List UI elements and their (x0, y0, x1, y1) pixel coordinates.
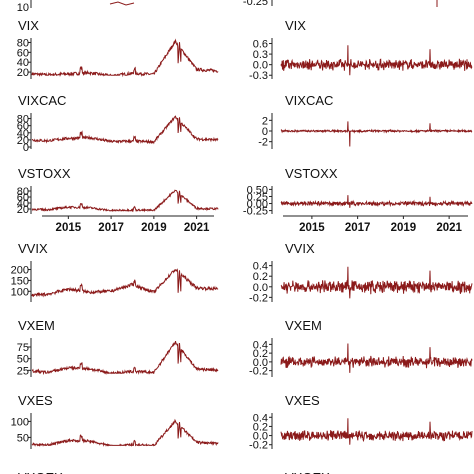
panel-change-vixcac: VIXCAC 20-2 (258, 93, 473, 149)
tick-label: 100 (11, 286, 29, 298)
x-tick-label: 2017 (98, 222, 124, 234)
tick-label: 60 (17, 121, 29, 133)
panel-title: VSTOXX (18, 166, 71, 181)
panel-title: VXEM (18, 318, 55, 333)
x-tick-label: 2021 (436, 222, 462, 234)
tick-label: 0.50 (247, 184, 268, 196)
panel-title: VSTOXX (285, 166, 338, 181)
series-line (280, 418, 473, 445)
tick-label: 0.2 (253, 348, 268, 360)
series-line (31, 418, 219, 447)
tick-label: 40 (17, 128, 29, 140)
panel-change-vix: VIX 0.60.30.0-0.3 (249, 18, 473, 82)
tick-label: 0.0 (253, 431, 268, 443)
tick-label: 40 (17, 198, 29, 210)
tick-label: 20 (17, 204, 29, 216)
tick-label: -0.25 (243, 206, 268, 218)
tick-label: 200 (11, 265, 29, 277)
series-line (280, 121, 473, 147)
tick-label: 80 (17, 114, 29, 126)
tick-label: 80 (17, 37, 29, 49)
tick-label: 0.2 (253, 271, 268, 283)
tick-label: 0.6 (253, 39, 268, 51)
series-line (280, 343, 473, 373)
tick-label: 0.0 (253, 282, 268, 294)
tick-label: 20 (17, 67, 29, 79)
x-tick-label: 2017 (345, 222, 371, 234)
panel-title: VIX (285, 18, 306, 33)
tick-label: 150 (11, 275, 29, 287)
series-line (31, 189, 219, 213)
tick-label: 75 (17, 342, 29, 354)
panel-title: VVIX (285, 241, 315, 256)
panel-title: VXOEX (18, 470, 63, 474)
tick-label: 40 (17, 57, 29, 69)
panel-title: VXES (18, 393, 53, 408)
tick-label: 0.3 (253, 49, 268, 61)
tick-label: 50 (17, 354, 29, 366)
x-tick-label: 2019 (391, 222, 417, 234)
panel-title: VIXCAC (18, 93, 66, 108)
series-line (31, 268, 219, 298)
tick-label: 60 (17, 47, 29, 59)
tick-label: 50 (17, 432, 29, 444)
tick-label: 0.00 (247, 199, 268, 211)
tick-label: 0.4 (253, 339, 268, 351)
tick-label: 0 (262, 126, 268, 138)
x-tick-label: 2021 (184, 222, 210, 234)
tick-label: 80 (17, 186, 29, 198)
panel-change-vxem: VXEM 0.40.20.0-0.2 (249, 318, 473, 378)
tick-label: 2 (262, 115, 268, 127)
x-tick-label: 2015 (56, 222, 82, 234)
panel-title: VIXCAC (285, 93, 333, 108)
x-tick-label: 2019 (141, 222, 167, 234)
tick-label: -0.2 (249, 440, 268, 452)
tick-label: 100 (11, 416, 29, 428)
tick-label: 0.4 (253, 412, 268, 424)
tick-label: 0.4 (253, 261, 268, 273)
series-line (32, 340, 219, 376)
panel-title: VXOEX (285, 470, 330, 474)
series-line (280, 266, 473, 299)
tick-label: 60 (17, 192, 29, 204)
tick-label: -0.3 (249, 70, 268, 82)
tick-label: -2 (258, 137, 268, 149)
tick-label: 20 (17, 135, 29, 147)
series-line (109, 1, 135, 6)
tick-label: 0.2 (253, 421, 268, 433)
tick-label: -0.2 (249, 292, 268, 304)
panel-title: VVIX (18, 241, 48, 256)
panel-level-vxes: VXES 100 50 (11, 393, 219, 449)
tick-label: -0.2 (249, 366, 268, 378)
panel-title: VXES (285, 393, 320, 408)
tick-label: 0.0 (253, 60, 268, 72)
panel-change-vxes: VXES 0.40.20.0-0.2 (249, 393, 473, 452)
series-line (280, 45, 473, 76)
x-tick-label: 2015 (299, 222, 325, 234)
series-line (31, 38, 219, 78)
series-line (280, 195, 473, 208)
tick-label: 25 (17, 365, 29, 377)
panel-title: VIX (18, 18, 39, 33)
series-line (31, 115, 219, 145)
panel-change-vstoxx: VSTOXX 0.500.250.00-0.25 2015 2017 2019 2021 (243, 166, 473, 234)
tick-label: 0.25 (247, 191, 268, 203)
tick-label: 10 (17, 2, 29, 14)
tick-label: -0.25 (243, 0, 268, 8)
tick-label: 0.0 (253, 357, 268, 369)
panel-change-vvix: VVIX 0.40.20.0-0.2 (249, 241, 473, 304)
tick-label: 0 (23, 142, 29, 154)
panel-title: VXEM (285, 318, 322, 333)
